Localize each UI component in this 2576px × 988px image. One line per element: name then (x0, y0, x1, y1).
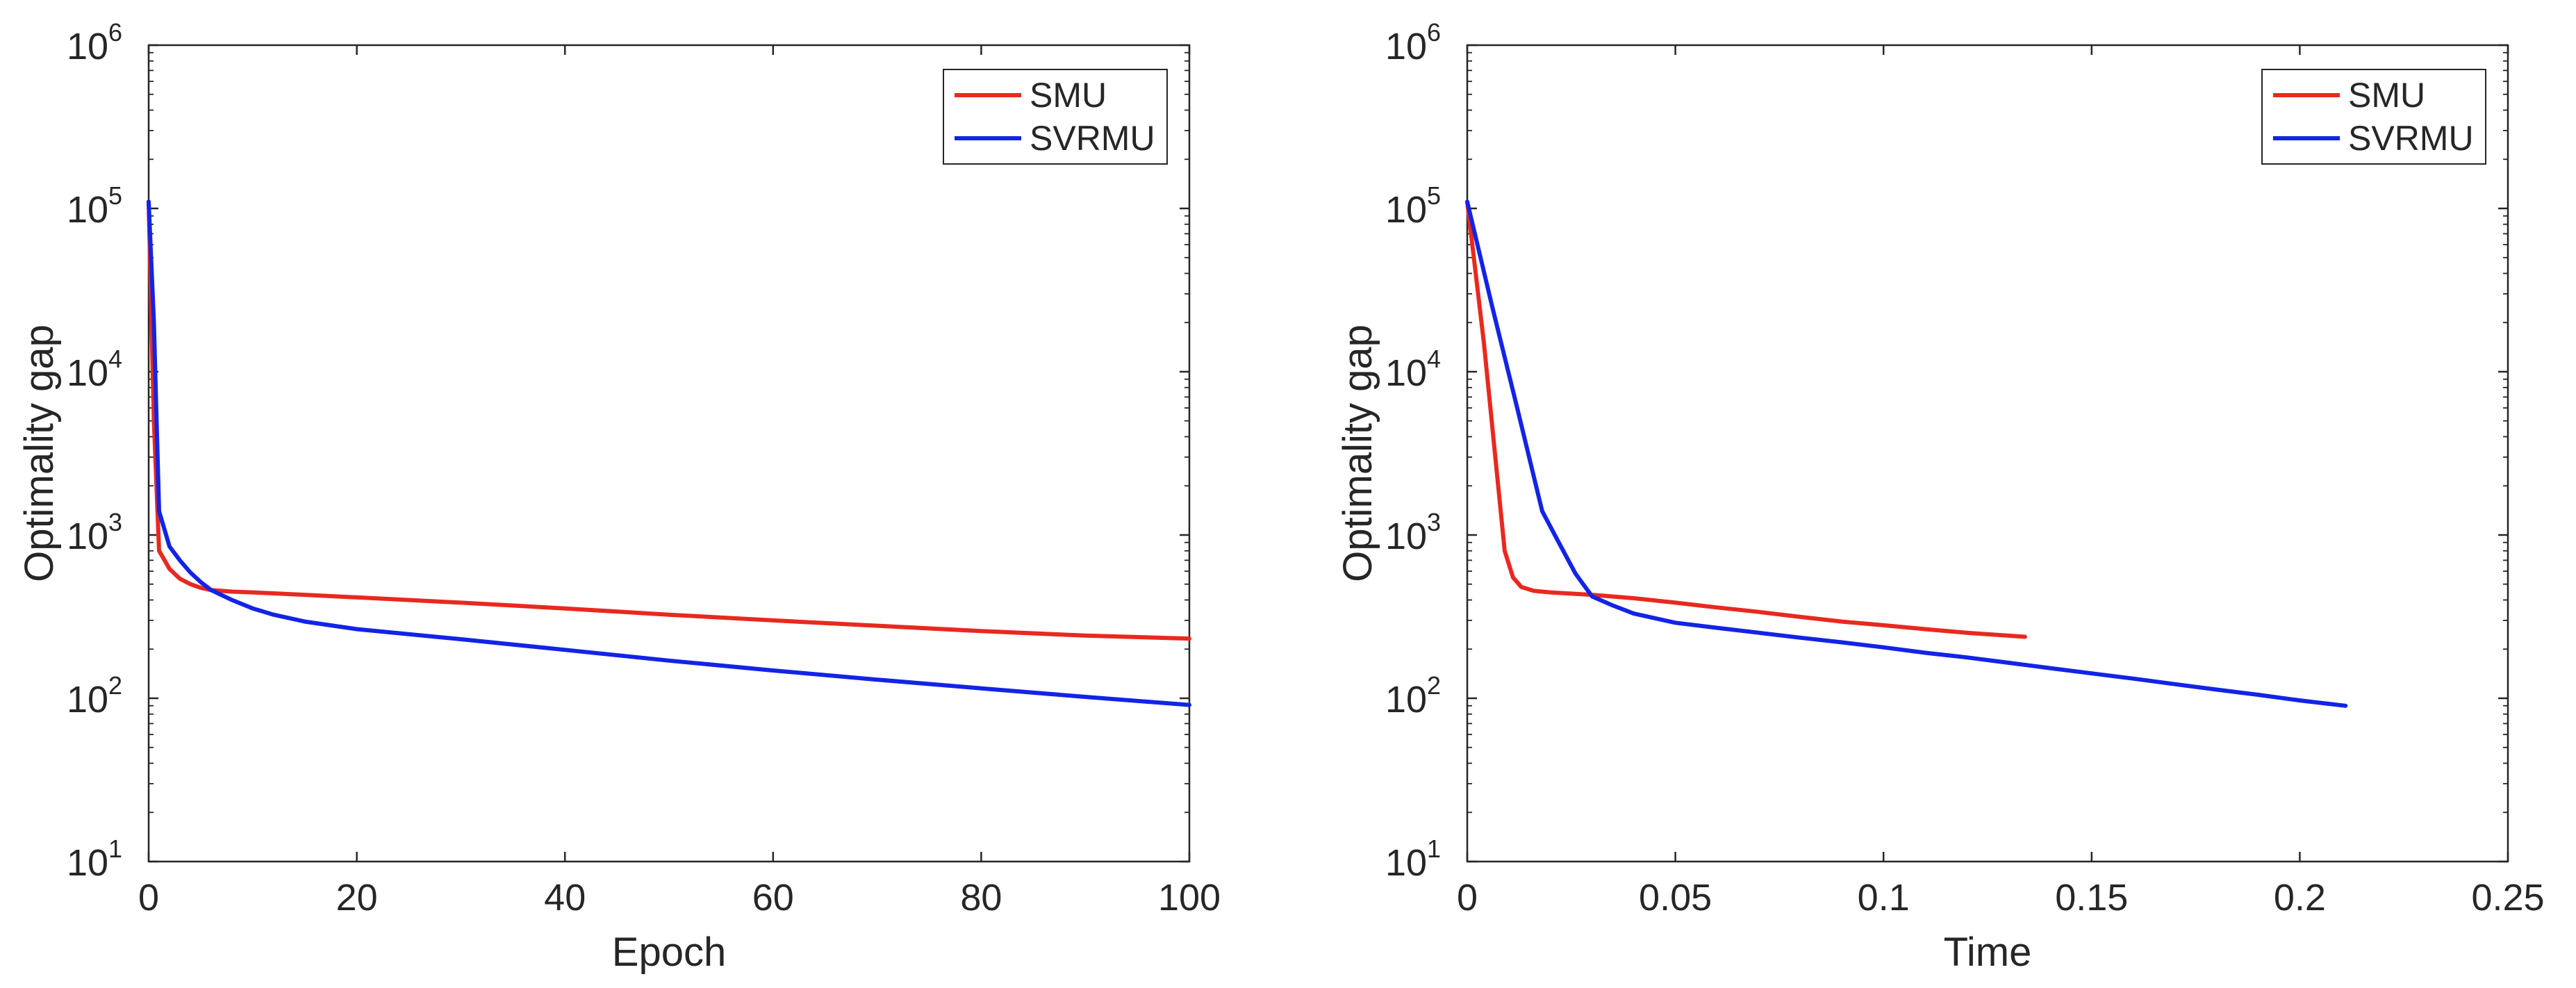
y-tick-exponent: 2 (108, 671, 122, 700)
y-tick-base: 10 (67, 26, 108, 67)
y-tick-exponent: 3 (108, 508, 122, 536)
y-tick-label: 101 (1385, 834, 1441, 884)
y-tick-label: 104 (1385, 345, 1441, 394)
y-tick-exponent: 4 (1427, 345, 1441, 373)
plot-area-frame (1466, 44, 2509, 863)
x-tick-label: 0 (138, 877, 159, 919)
series-line-smu (1465, 199, 2027, 639)
chart-panel-1: 0 20 40 60 80 100101102103104105106EpochOptim… (17, 18, 1221, 975)
y-tick-label: 103 (1385, 508, 1441, 557)
y-tick-label: 106 (67, 18, 122, 67)
series-line-smu (147, 199, 1191, 641)
legend-label: SVRMU (1030, 119, 1155, 158)
x-tick-label: 0 (1457, 877, 1478, 919)
y-tick-exponent: 5 (1427, 181, 1441, 210)
y-tick-base: 10 (67, 679, 108, 721)
y-tick-base: 10 (1385, 189, 1427, 231)
y-tick-exponent: 6 (1427, 18, 1441, 47)
legend-label: SVRMU (2348, 119, 2474, 158)
y-tick-exponent: 5 (108, 181, 122, 210)
legend-label: SMU (2348, 76, 2425, 115)
y-axis-title: Optimality gap (17, 324, 62, 582)
y-tick-exponent: 6 (108, 18, 122, 47)
y-tick-base: 10 (1385, 842, 1427, 884)
x-tick-label: 0.1 (1858, 877, 1910, 919)
y-tick-exponent: 4 (108, 345, 122, 373)
y-tick-base: 10 (1385, 352, 1427, 394)
y-tick-exponent: 3 (1427, 508, 1441, 536)
y-tick-label: 105 (1385, 181, 1441, 231)
x-tick-label: 60 (752, 877, 794, 919)
y-tick-base: 10 (67, 352, 108, 394)
x-tick-label: 0.15 (2055, 877, 2128, 919)
x-tick-label: 100 (1158, 877, 1221, 919)
x-tick-label: 40 (544, 877, 586, 919)
y-tick-label: 103 (67, 508, 122, 557)
y-tick-base: 10 (67, 516, 108, 557)
y-tick-base: 10 (67, 842, 108, 884)
x-tick-label: 0.25 (2471, 877, 2544, 919)
y-tick-base: 10 (1385, 679, 1427, 721)
y-tick-exponent: 1 (108, 834, 122, 863)
x-tick-label: 20 (336, 877, 378, 919)
y-tick-base: 10 (1385, 516, 1427, 557)
x-tick-label: 0.05 (1639, 877, 1712, 919)
legend: SMU SVRMU (2261, 69, 2486, 165)
legend: SMU SVRMU (943, 69, 1168, 165)
y-tick-base: 10 (67, 189, 108, 231)
series-line-svrmu (1465, 199, 2348, 708)
y-axis-title: Optimality gap (1335, 324, 1380, 582)
y-tick-base: 10 (1385, 26, 1427, 67)
x-axis-title: Epoch (612, 930, 726, 975)
y-tick-label: 102 (67, 671, 122, 721)
plot-area-frame (147, 44, 1191, 863)
y-tick-label: 106 (1385, 18, 1441, 67)
x-tick-label: 0.2 (2274, 877, 2326, 919)
legend-label: SMU (1030, 76, 1107, 115)
y-tick-label: 102 (1385, 671, 1441, 721)
x-tick-label: 80 (960, 877, 1002, 919)
chart-panel-2: 0 0.05 0.1 0.15 0.2 0.25101102103104105106Tim… (1335, 18, 2545, 975)
y-tick-exponent: 2 (1427, 671, 1441, 700)
legend-box (2261, 69, 2486, 165)
legend-box (943, 69, 1168, 165)
y-tick-label: 101 (67, 834, 122, 884)
y-tick-label: 105 (67, 181, 122, 231)
y-tick-label: 104 (67, 345, 122, 394)
x-axis-title: Time (1944, 930, 2032, 975)
y-tick-exponent: 1 (1427, 834, 1441, 863)
series-line-svrmu (147, 199, 1191, 707)
